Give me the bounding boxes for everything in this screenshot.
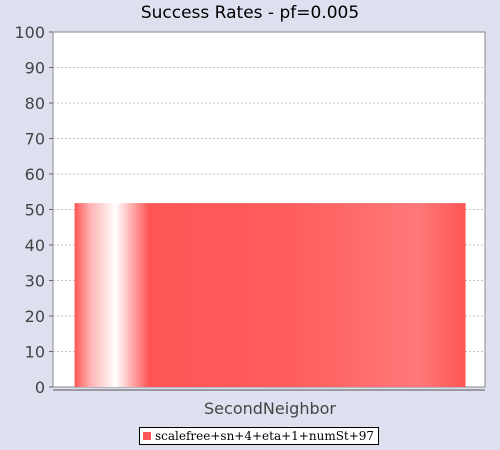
y-axis: 0 10 20 30 40 50 60 70 80 90 100 bbox=[14, 23, 53, 397]
legend: scalefree+sn+4+eta+1+numSt+97 bbox=[139, 427, 380, 445]
y-tick-label: 90 bbox=[25, 59, 45, 78]
y-tick-label: 40 bbox=[25, 236, 45, 255]
legend-label: scalefree+sn+4+eta+1+numSt+97 bbox=[155, 429, 375, 443]
x-category-label: SecondNeighbor bbox=[204, 399, 336, 418]
y-tick-label: 30 bbox=[25, 272, 45, 291]
y-tick-label: 0 bbox=[35, 378, 45, 397]
legend-swatch bbox=[143, 432, 151, 440]
y-tick-label: 80 bbox=[25, 94, 45, 113]
y-tick-label: 20 bbox=[25, 307, 45, 326]
y-tick-label: 10 bbox=[25, 343, 45, 362]
y-tick-label: 70 bbox=[25, 130, 45, 149]
y-tick-label: 50 bbox=[25, 201, 45, 220]
y-tick-label: 100 bbox=[14, 23, 45, 42]
bar bbox=[74, 203, 466, 387]
y-tick-label: 60 bbox=[25, 165, 45, 184]
chart-title: Success Rates - pf=0.005 bbox=[141, 3, 359, 23]
bars bbox=[74, 203, 466, 387]
